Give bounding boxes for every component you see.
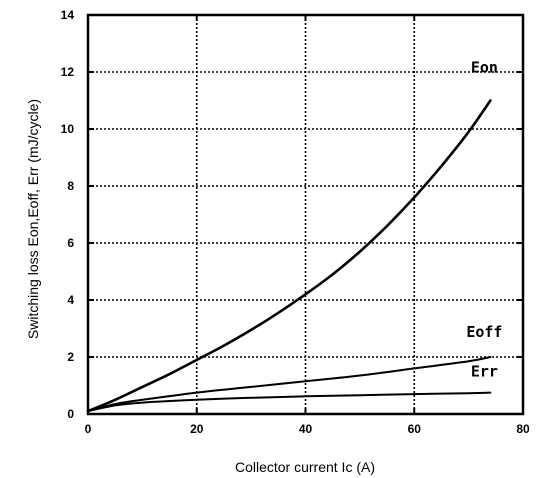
series-label-eoff: Eoff	[466, 323, 502, 341]
y-axis-label: Switching loss Eon,Eoff, Err (mJ/cycle)	[25, 99, 41, 339]
series-line-eon	[88, 101, 490, 412]
x-tick-label-80: 80	[516, 422, 530, 436]
y-tick-label-6: 6	[67, 236, 74, 250]
grid-lines	[88, 15, 523, 414]
plot-frame	[88, 15, 523, 414]
x-tick-label-20: 20	[190, 422, 204, 436]
y-tick-label-10: 10	[61, 122, 75, 136]
y-tick-label-8: 8	[67, 179, 74, 193]
x-tick-label-0: 0	[85, 422, 92, 436]
x-tick-label-40: 40	[299, 422, 313, 436]
x-tick-label-60: 60	[408, 422, 422, 436]
series-label-eon: Eon	[471, 59, 498, 77]
y-tick-label-2: 2	[67, 350, 74, 364]
series-lines	[88, 101, 490, 412]
x-axis-label: Collector current Ic (A)	[235, 459, 375, 475]
series-labels: Eon Eoff Err	[466, 59, 502, 381]
y-tick-label-12: 12	[61, 65, 75, 79]
series-line-err	[88, 393, 490, 412]
tick-labels: 0 20 40 60 80 0 2 4 6 8 10 12 14	[61, 8, 530, 436]
y-tick-label-14: 14	[61, 8, 75, 22]
series-label-err: Err	[471, 363, 498, 381]
y-tick-label-4: 4	[67, 293, 74, 307]
y-tick-label-0: 0	[67, 407, 74, 421]
plot-border	[88, 15, 523, 414]
